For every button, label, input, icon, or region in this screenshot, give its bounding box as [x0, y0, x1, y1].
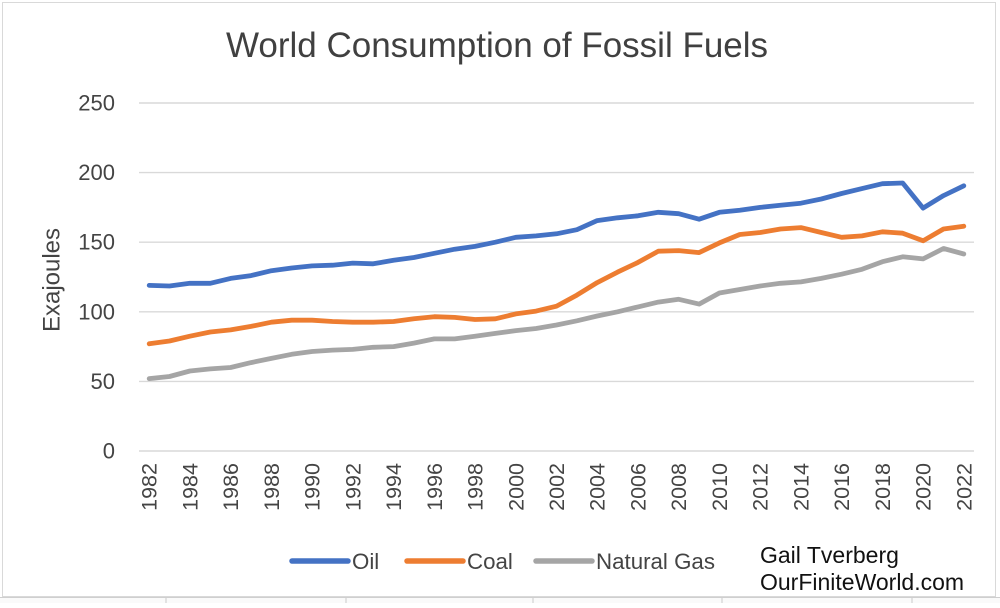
x-tick-label-1994: 1994 — [382, 463, 406, 511]
sheet-column-separators — [165, 598, 913, 603]
legend-label-oil: Oil — [352, 549, 379, 574]
legend-label-coal: Coal — [467, 549, 513, 574]
x-tick-label-1988: 1988 — [260, 463, 284, 511]
y-tick-label-50: 50 — [91, 369, 115, 394]
x-tick-label-2014: 2014 — [789, 463, 813, 511]
y-axis-label: Exajoules — [39, 228, 66, 332]
x-tick-label-2010: 2010 — [708, 463, 732, 511]
y-tick-label-0: 0 — [103, 439, 115, 464]
sheet-row-fill — [0, 598, 1000, 603]
credit-website: OurFiniteWorld.com — [760, 569, 964, 595]
x-tick-label-1990: 1990 — [301, 463, 325, 511]
gridlines — [139, 102, 974, 452]
x-tick-label-1996: 1996 — [423, 463, 447, 511]
x-tick-label-2022: 2022 — [952, 463, 976, 511]
y-tick-label-100: 100 — [78, 299, 115, 324]
y-tick-label-250: 250 — [78, 91, 115, 116]
x-tick-label-2006: 2006 — [626, 463, 650, 511]
data-series-lines — [146, 180, 967, 382]
x-tick-label-2008: 2008 — [667, 463, 691, 511]
chart-frame-border — [2, 2, 996, 597]
y-tick-label-200: 200 — [78, 160, 115, 185]
legend: Oil Coal Natural Gas — [289, 549, 715, 574]
x-tick-label-2016: 2016 — [830, 463, 854, 511]
x-tick-label-2018: 2018 — [871, 463, 895, 511]
x-tick-label-2000: 2000 — [504, 463, 528, 511]
spreadsheet-row-sliver — [0, 597, 1000, 603]
x-tick-label-1986: 1986 — [219, 463, 243, 511]
x-tick-label-2012: 2012 — [749, 463, 773, 511]
legend-label-natural-gas: Natural Gas — [596, 549, 715, 574]
x-tick-label-1984: 1984 — [178, 463, 202, 511]
y-axis-tick-labels: 0 50 100 150 200 250 — [78, 91, 115, 464]
x-tick-label-1992: 1992 — [341, 463, 365, 511]
x-tick-label-1998: 1998 — [464, 463, 488, 511]
line-coal — [146, 223, 967, 347]
x-tick-label-2002: 2002 — [545, 463, 569, 511]
x-tick-label-2004: 2004 — [586, 463, 610, 511]
credit-text: Gail Tverberg OurFiniteWorld.com — [760, 542, 964, 595]
x-tick-label-2020: 2020 — [912, 463, 936, 511]
line-natural-gas — [146, 246, 967, 382]
x-axis-tick-labels: 1982 1984 1986 1988 1990 1992 1994 1996 1998 2000… — [138, 463, 977, 511]
line-oil — [146, 180, 967, 289]
y-tick-label-150: 150 — [78, 230, 115, 255]
credit-author: Gail Tverberg — [760, 542, 899, 568]
x-tick-label-1982: 1982 — [138, 463, 162, 511]
chart-title: World Consumption of Fossil Fuels — [226, 26, 768, 65]
